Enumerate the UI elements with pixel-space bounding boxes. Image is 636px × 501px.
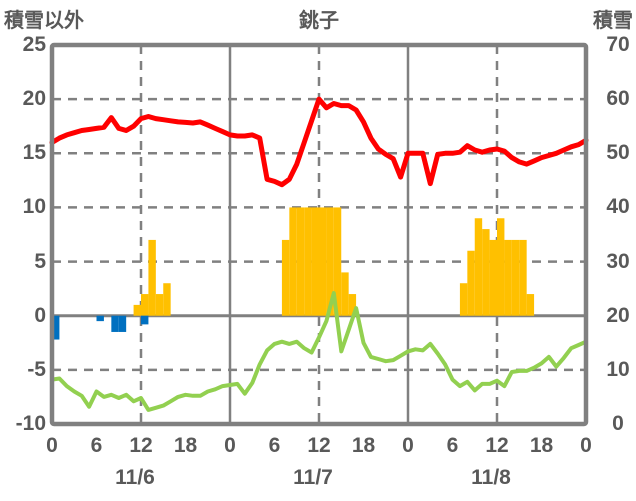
right-axis-tick: 20 [606,303,630,327]
left-axis-tick: 20 [22,87,46,111]
left-axis-title: 積雪以外 [4,10,84,32]
x-axis-date-label: 11/7 [293,466,333,489]
x-axis-hour-label: 0 [402,434,414,457]
x-axis-hour-label: 0 [224,434,236,457]
x-axis-hour-label: 12 [129,434,153,457]
x-axis-hour-label: 18 [351,434,376,457]
x-axis-hour-label: 18 [529,434,554,457]
x-axis-hour-label: 0 [46,434,58,457]
x-axis-hour-label: 6 [446,434,459,457]
x-axis-hour-label: 12 [485,434,509,457]
chart-title: 銚子 [299,10,339,32]
left-axis-tick: 25 [22,33,46,56]
right-axis-tick: 0 [612,412,624,435]
x-axis-hour-label: 0 [580,434,592,457]
left-axis-tick: -10 [15,412,46,435]
right-axis-title: 積雪 [593,10,633,32]
x-axis-date-label: 11/6 [115,466,155,489]
left-axis-tick: -5 [27,357,46,381]
x-axis-date-label: 11/8 [471,466,511,489]
right-axis-tick: 30 [606,249,630,273]
right-axis-tick: 10 [606,357,630,381]
left-axis-tick: 5 [34,249,46,273]
x-axis-hour-label: 6 [268,434,281,457]
x-axis-hour-label: 18 [173,434,198,457]
right-axis-tick: 70 [606,33,630,56]
right-axis-tick: 40 [606,195,630,219]
right-axis-tick: 60 [606,87,630,111]
left-axis-tick: 15 [22,141,46,165]
left-axis-tick: 0 [34,303,46,327]
x-axis-hour-label: 6 [90,434,103,457]
left-axis-tick: 10 [22,195,46,219]
right-axis-tick: 50 [606,141,630,165]
x-axis-hour-label: 12 [307,434,331,457]
